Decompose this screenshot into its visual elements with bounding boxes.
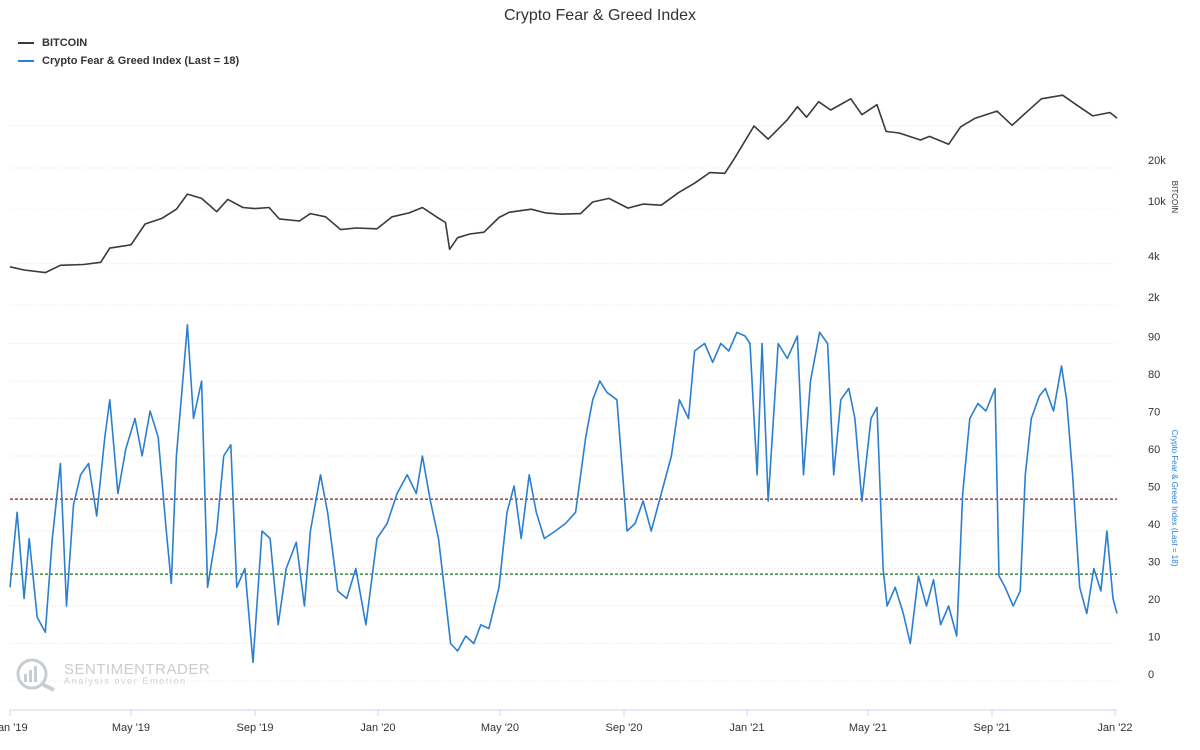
x-tick-label: Jan '20 xyxy=(360,722,395,734)
fgi-tick-label: 0 xyxy=(1148,669,1154,681)
fgi-tick-label: 40 xyxy=(1148,519,1160,531)
legend-swatch-bitcoin xyxy=(18,42,34,44)
x-tick-label: May '20 xyxy=(481,722,519,734)
chart-title: Crypto Fear & Greed Index xyxy=(503,7,697,24)
fgi-tick-label: 80 xyxy=(1148,369,1160,381)
bitcoin-axis-title: BITCOIN xyxy=(1170,181,1179,214)
reference-lines xyxy=(10,498,1117,575)
legend-item-bitcoin[interactable]: BITCOIN xyxy=(18,37,87,49)
fgi-tick-label: 90 xyxy=(1148,332,1160,344)
x-tick-label: May '19 xyxy=(112,722,150,734)
x-tick-label: Jan '22 xyxy=(1097,722,1132,734)
x-tick-label: Jan '21 xyxy=(729,722,764,734)
legend-item-fear-greed[interactable]: Crypto Fear & Greed Index (Last = 18) xyxy=(18,55,239,67)
x-tick-label: Sep '19 xyxy=(237,722,274,734)
bitcoin-tick-label: 2k xyxy=(1148,292,1160,304)
series-group xyxy=(9,94,1118,664)
series-line-fear-greed xyxy=(9,324,1118,664)
bitcoin-tick-label: 10k xyxy=(1148,196,1166,208)
fgi-tick-label: 50 xyxy=(1148,482,1160,494)
series-line-bitcoin xyxy=(9,94,1118,274)
watermark-magnifier-icon xyxy=(16,658,55,692)
axes: 2k 4k 10k 20k 0 10 20 30 40 50 60 70 80 90 BITCOIN Cryp… xyxy=(0,155,1179,734)
x-tick-label: Sep '21 xyxy=(973,722,1010,734)
x-tick-label: Sep '20 xyxy=(606,722,643,734)
fgi-tick-label: 30 xyxy=(1148,557,1160,569)
sentimentrader-watermark: SENTIMENTRADER Analysis over Emotion xyxy=(14,656,210,692)
fgi-tick-label: 20 xyxy=(1148,594,1160,606)
fgi-tick-label: 60 xyxy=(1148,444,1160,456)
legend-swatch-fear-greed xyxy=(18,60,34,62)
fgi-tick-label: 70 xyxy=(1148,407,1160,419)
watermark-name: SENTIMENTRADER xyxy=(64,661,211,678)
legend-label-bitcoin: BITCOIN xyxy=(42,37,88,49)
x-tick-label: May '21 xyxy=(849,722,887,734)
fgi-tick-label: 10 xyxy=(1148,632,1160,644)
fgi-axis-title: Crypto Fear & Greed Index (Last = 18) xyxy=(1170,430,1179,567)
bitcoin-tick-label: 4k xyxy=(1148,251,1160,263)
x-tick-label: Jan '19 xyxy=(0,722,28,734)
bitcoin-tick-label: 20k xyxy=(1148,155,1166,167)
watermark-tagline: Analysis over Emotion xyxy=(64,676,187,686)
legend-label-fear-greed: Crypto Fear & Greed Index (Last = 18) xyxy=(42,55,240,67)
